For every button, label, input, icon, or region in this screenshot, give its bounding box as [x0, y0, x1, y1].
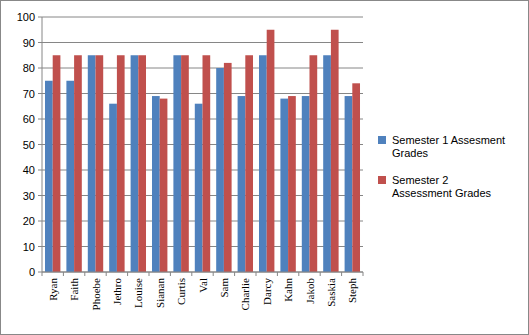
y-tick — [38, 272, 42, 273]
y-tick — [38, 195, 42, 196]
x-tick-label: Ryan — [47, 278, 59, 301]
x-tick-label: Jethro — [111, 278, 123, 305]
bar — [74, 55, 82, 272]
bar — [245, 55, 253, 272]
x-tick-divider — [256, 272, 257, 276]
y-tick — [38, 68, 42, 69]
legend-swatch — [378, 136, 386, 144]
bar — [96, 55, 104, 272]
x-tick-label: Kahn — [282, 278, 294, 302]
y-tick — [38, 246, 42, 247]
bar — [53, 55, 61, 272]
bar — [302, 96, 310, 272]
legend-label: Semester 1 AssesmentGrades — [392, 134, 505, 159]
y-tick — [38, 17, 42, 18]
y-tick-label: 30 — [23, 190, 35, 202]
y-tick-label: 20 — [23, 215, 35, 227]
x-tick-divider — [213, 272, 214, 276]
x-tick-label: Sam — [218, 278, 230, 298]
y-tick — [38, 170, 42, 171]
x-tick-label: Steph — [346, 278, 358, 304]
x-tick-divider — [298, 272, 299, 276]
x-tick-label: Darcy — [261, 278, 273, 305]
legend-label: Semester 2Assessment Grades — [392, 174, 492, 199]
bar — [66, 81, 74, 272]
bar — [238, 96, 246, 272]
x-axis — [42, 272, 363, 273]
y-tick-label: 100 — [17, 11, 35, 23]
y-tick-label: 80 — [23, 62, 35, 74]
x-tick-label: Charlie — [239, 278, 251, 310]
x-tick-divider — [42, 272, 43, 276]
y-tick — [38, 119, 42, 120]
bar — [310, 55, 318, 272]
bar — [288, 96, 296, 272]
x-tick-label: Saskia — [325, 278, 337, 307]
bar — [259, 55, 267, 272]
y-tick-label: 90 — [23, 37, 35, 49]
bar — [331, 30, 339, 272]
x-tick-divider — [341, 272, 342, 276]
y-tick-label: 40 — [23, 164, 35, 176]
bar — [323, 55, 331, 272]
x-tick-divider — [363, 272, 364, 276]
bar — [181, 55, 189, 272]
bar — [195, 104, 203, 272]
bar — [131, 55, 139, 272]
bar — [152, 96, 160, 272]
bar — [117, 55, 125, 272]
bar — [224, 63, 232, 272]
bar — [109, 104, 117, 272]
x-tick-label: Sianan — [154, 278, 166, 308]
bar — [267, 30, 275, 272]
grid-line — [42, 17, 363, 18]
x-tick-divider — [234, 272, 235, 276]
x-tick-divider — [84, 272, 85, 276]
bar — [88, 55, 96, 272]
x-tick-label: Val — [197, 278, 209, 293]
y-tick-label: 0 — [29, 266, 35, 278]
x-tick-label: Curtis — [175, 278, 187, 305]
y-tick — [38, 221, 42, 222]
bar — [138, 55, 146, 272]
x-tick-divider — [170, 272, 171, 276]
x-tick-label: Phoebe — [90, 278, 102, 311]
x-tick-divider — [127, 272, 128, 276]
y-tick-label: 60 — [23, 113, 35, 125]
y-axis — [42, 17, 43, 272]
chart-frame — [1, 1, 529, 335]
grid-line — [42, 272, 363, 273]
x-tick-divider — [63, 272, 64, 276]
bar — [45, 81, 53, 272]
bar — [280, 99, 288, 272]
bar — [160, 99, 168, 272]
legend-swatch — [378, 176, 386, 184]
bar — [352, 83, 360, 272]
bar — [173, 55, 181, 272]
y-tick — [38, 144, 42, 145]
y-tick — [38, 42, 42, 43]
bar — [345, 96, 353, 272]
x-tick-label: Louise — [132, 278, 144, 308]
grid-line — [42, 42, 363, 43]
y-tick-label: 50 — [23, 139, 35, 151]
x-tick-label: Jakob — [304, 278, 316, 304]
x-tick-divider — [191, 272, 192, 276]
bar — [216, 68, 224, 272]
bar — [203, 55, 211, 272]
chart: 0 10 20 30 40 50 60 70 80 90 100 Ryan Faith Phoebe Jet… — [0, 0, 529, 335]
y-tick-label: 70 — [23, 88, 35, 100]
y-tick — [38, 93, 42, 94]
x-tick-divider — [320, 272, 321, 276]
x-tick-divider — [106, 272, 107, 276]
x-tick-divider — [277, 272, 278, 276]
x-tick-label: Faith — [68, 278, 80, 301]
bars — [45, 30, 360, 272]
y-tick-label: 10 — [23, 241, 35, 253]
x-tick-divider — [149, 272, 150, 276]
